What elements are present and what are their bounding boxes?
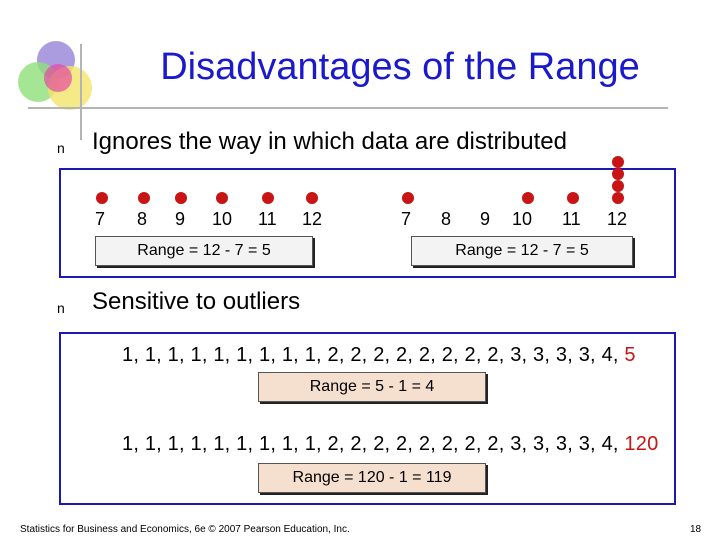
data-sequence-1: 1, 1, 1, 1, 1, 1, 1, 1, 1, 2, 2, 2, 2, 2…: [122, 344, 636, 367]
axis-tick-label: 12: [607, 209, 628, 229]
data-dot: [567, 192, 579, 204]
sequence-values: 1, 1, 1, 1, 1, 1, 1, 1, 1, 2, 2, 2, 2, 2…: [122, 433, 619, 455]
footer-copyright: Statistics for Business and Economics, 6…: [20, 524, 350, 535]
header-horizontal-rule: [28, 107, 668, 109]
axis-tick-label: 11: [562, 209, 581, 229]
axis-tick-label: 9: [175, 209, 186, 229]
data-dot: [306, 192, 318, 204]
data-dot: [402, 192, 414, 204]
data-dot: [612, 168, 624, 180]
bullet-marker: n: [57, 140, 65, 156]
data-dot: [175, 192, 187, 204]
bullet-text-distribution: Ignores the way in which data are distri…: [92, 128, 567, 155]
range-label-box: Range = 5 - 1 = 4: [258, 372, 486, 402]
axis-tick-label: 11: [258, 209, 277, 229]
data-dot: [612, 192, 624, 204]
axis-tick-label: 10: [512, 209, 533, 229]
range-label-box: Range = 120 - 1 = 119: [258, 463, 486, 493]
data-dot: [138, 192, 150, 204]
header-vertical-rule: [80, 44, 82, 140]
data-dot: [522, 192, 534, 204]
decorative-logo: [18, 41, 92, 110]
range-label-box: Range = 12 - 7 = 5: [411, 236, 633, 266]
sequence-values: 1, 1, 1, 1, 1, 1, 1, 1, 1, 2, 2, 2, 2, 2…: [122, 344, 619, 366]
axis-tick-label: 9: [480, 209, 491, 229]
sequence-max-value: 5: [624, 344, 636, 366]
axis-tick-label: 10: [212, 209, 233, 229]
data-dot: [216, 192, 228, 204]
bullet-marker: n: [57, 300, 65, 316]
axis-tick-label: 7: [95, 209, 106, 229]
data-dot: [262, 192, 274, 204]
slide-title: Disadvantages of the Range: [160, 46, 640, 88]
axis-tick-label: 8: [441, 209, 452, 229]
axis-tick-label: 7: [401, 209, 412, 229]
data-dot: [612, 156, 624, 168]
data-sequence-2: 1, 1, 1, 1, 1, 1, 1, 1, 1, 2, 2, 2, 2, 2…: [122, 433, 658, 456]
axis-tick-label: 12: [302, 209, 323, 229]
page-number: 18: [690, 524, 702, 535]
data-dot: [612, 180, 624, 192]
data-dot: [96, 192, 108, 204]
range-label-box: Range = 12 - 7 = 5: [95, 236, 313, 266]
sequence-outlier-value: 120: [624, 433, 659, 455]
bullet-text-outliers: Sensitive to outliers: [92, 288, 301, 315]
axis-tick-label: 8: [137, 209, 148, 229]
